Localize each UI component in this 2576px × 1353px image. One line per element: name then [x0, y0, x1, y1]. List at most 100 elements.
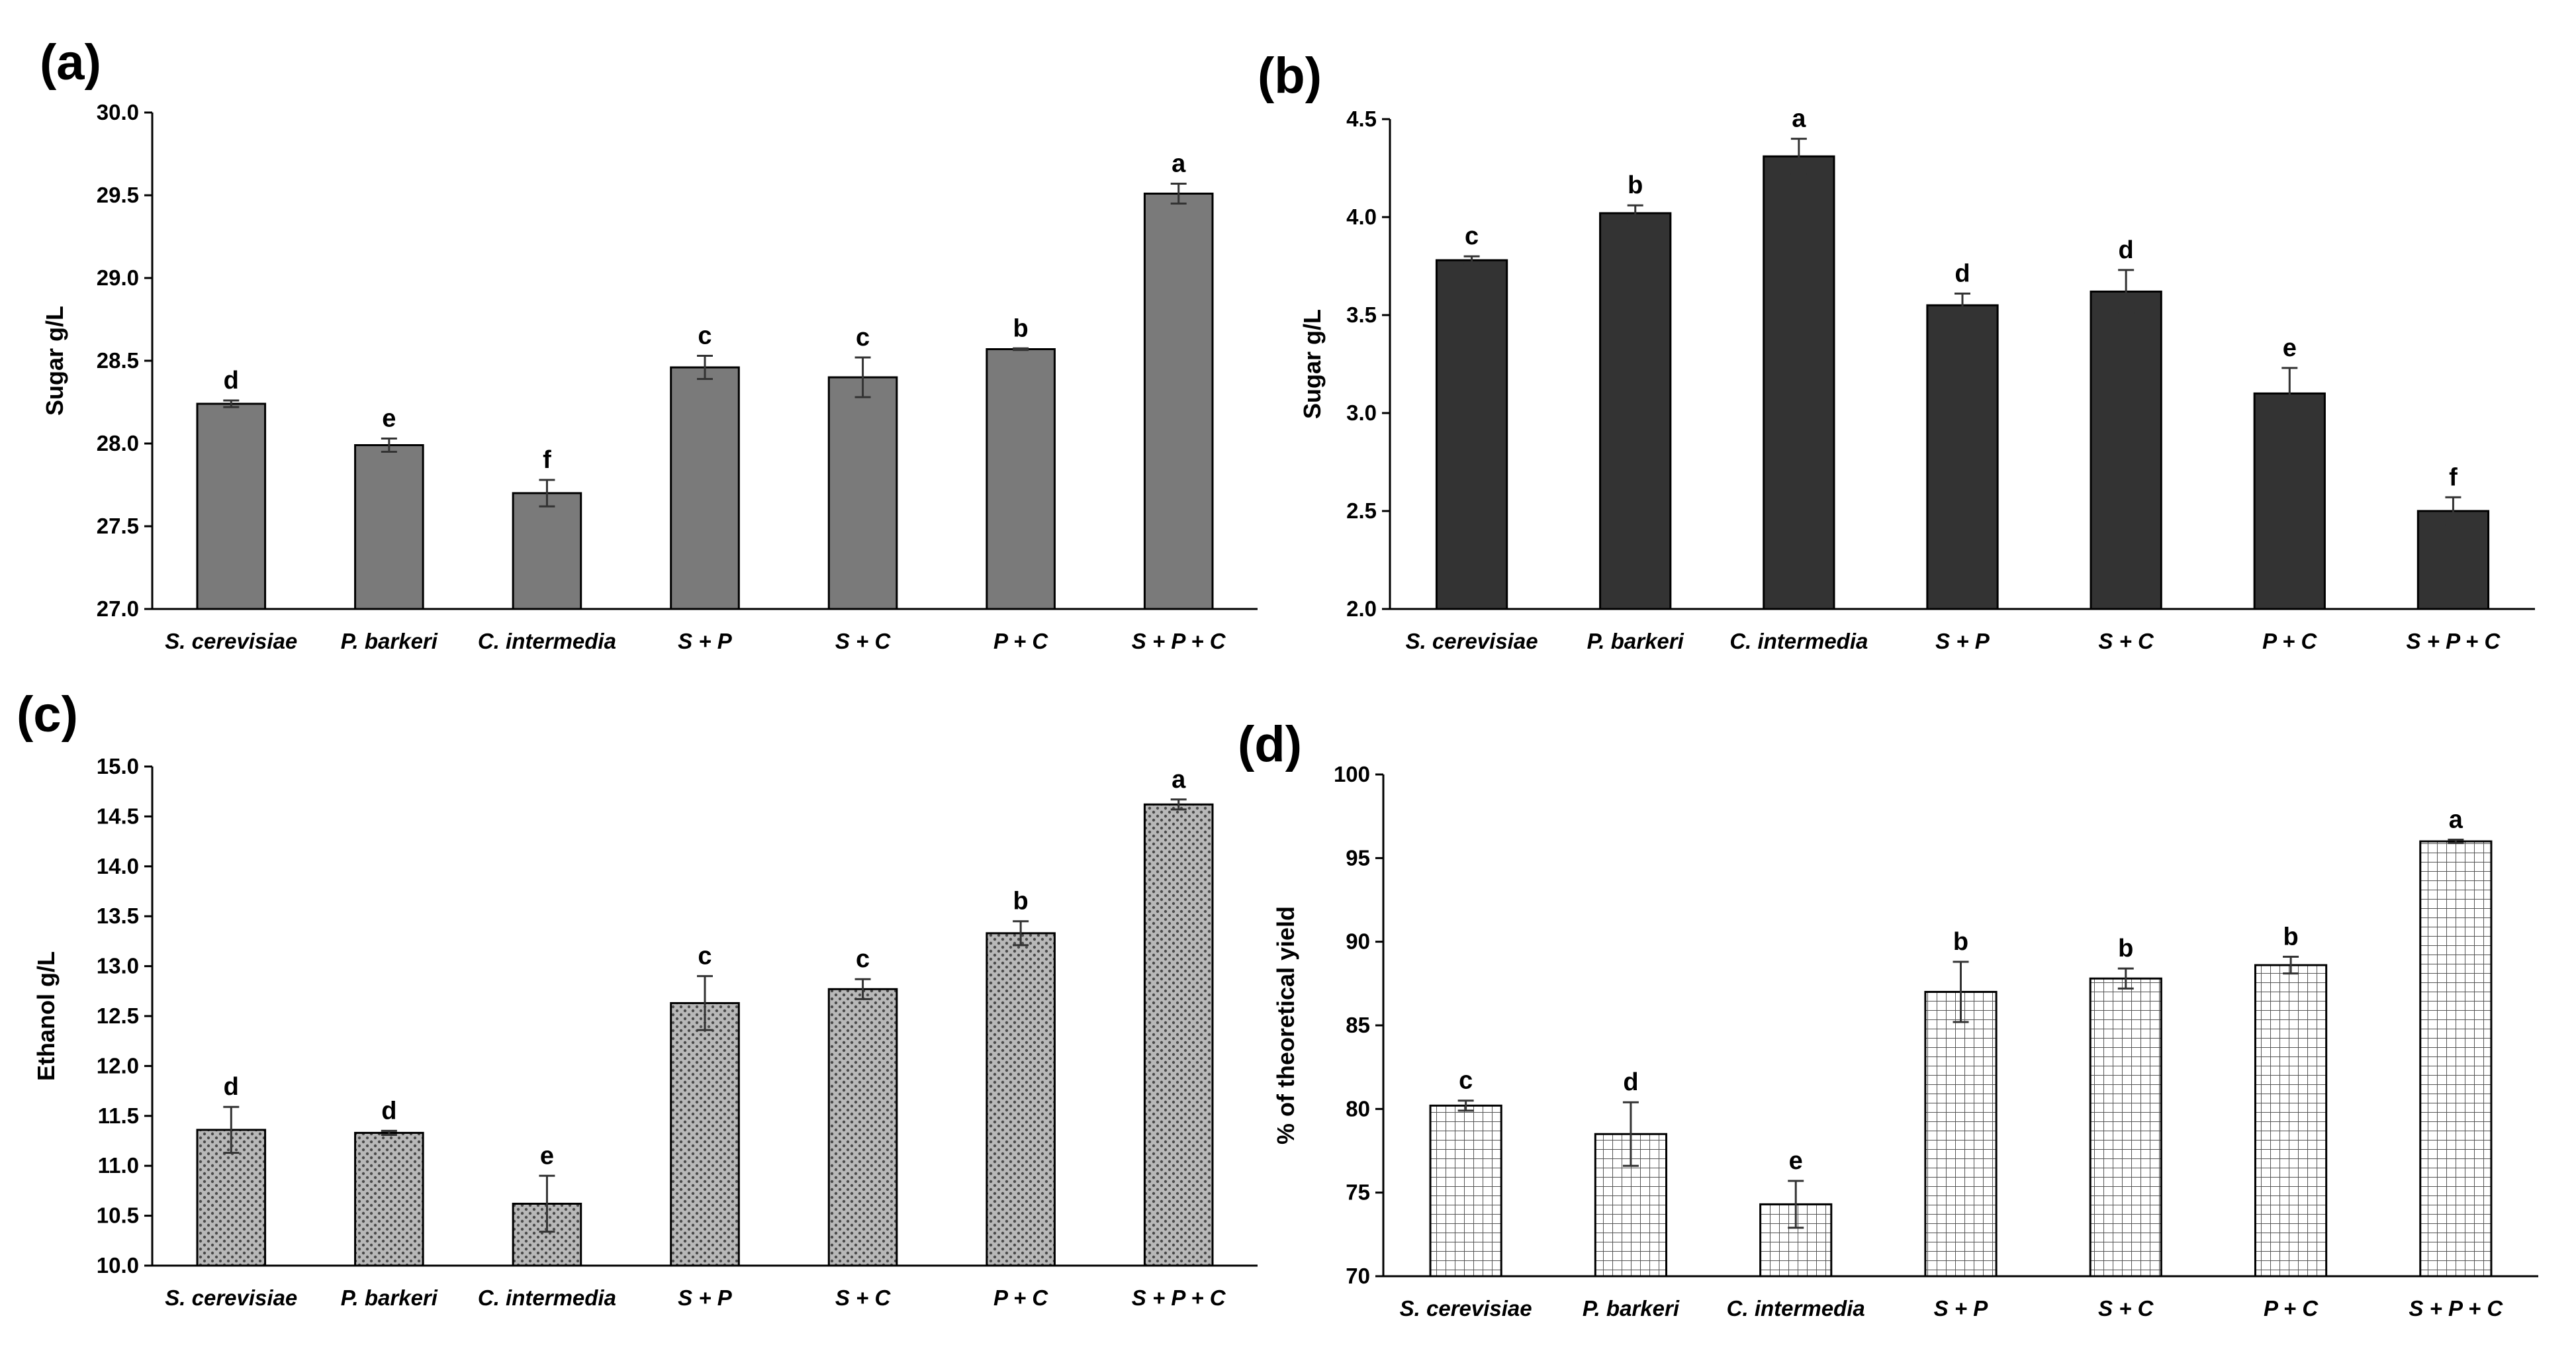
panel-label: (d): [1238, 716, 1302, 772]
significance-letter: b: [1013, 314, 1029, 342]
x-category-label: S. cerevisiae: [165, 629, 297, 653]
bar-6: [986, 932, 1056, 1267]
x-category-label: P + C: [2264, 1296, 2319, 1321]
x-category-label: C. intermedia: [478, 1285, 616, 1310]
significance-letter: a: [1792, 105, 1806, 133]
x-category-label: P. barkeri: [341, 1285, 438, 1310]
significance-letter: c: [698, 322, 712, 350]
bar-2: [354, 1131, 424, 1267]
y-tick-label: 29.5: [97, 183, 139, 207]
x-category-label: S + P + C: [2406, 629, 2501, 653]
panel-c: (c) Ethanol g/L 10.0 10.5 11.0 11.5 12.0 12.5 13…: [17, 686, 1258, 1310]
bar-2: [1599, 212, 1672, 610]
x-category-label: S. cerevisiae: [1400, 1296, 1532, 1321]
y-tick-label: 85: [1346, 1013, 1370, 1037]
significance-letter: a: [2449, 806, 2463, 834]
bar-7: [1143, 193, 1214, 610]
y-tick-label: 10.0: [97, 1253, 139, 1278]
bar-1: [1429, 1104, 1502, 1278]
significance-letter: c: [1465, 222, 1479, 250]
bar-1: [196, 402, 267, 610]
bar-7: [2416, 510, 2490, 610]
significance-letter: b: [1628, 171, 1643, 199]
y-tick-label: 12.5: [97, 1003, 139, 1028]
bar-5: [827, 988, 898, 1267]
x-category-label: P + C: [993, 1285, 1048, 1310]
bar-2: [354, 444, 424, 610]
x-category-label: S + P + C: [1132, 629, 1226, 653]
y-tick-label: 2.5: [1346, 498, 1377, 523]
y-tick-label: 15.0: [97, 754, 139, 778]
y-tick-label: 95: [1346, 845, 1370, 870]
y-tick-label: 3.5: [1346, 303, 1377, 327]
bar-5: [827, 376, 898, 610]
x-category-label: S + P: [1934, 1296, 1989, 1321]
bar-6: [986, 348, 1056, 610]
bar-5: [2089, 977, 2162, 1278]
y-tick-label: 80: [1346, 1096, 1370, 1121]
panel-b: (b) Sugar g/L 2.0 2.5 3.0 3.5 4.0 4.5 c S. cerevi…: [1258, 48, 2535, 653]
significance-letter: c: [1459, 1067, 1473, 1095]
significance-letter: f: [2449, 463, 2458, 491]
panel-d: (d) % of theoretical yield 70 75 80 85 90 95 100…: [1238, 716, 2538, 1321]
bar-4: [1926, 304, 1999, 610]
x-category-label: C. intermedia: [1729, 629, 1868, 653]
significance-letter: a: [1172, 766, 1186, 794]
x-category-label: S + P + C: [2409, 1296, 2503, 1321]
x-category-label: P + C: [993, 629, 1048, 653]
x-category-label: S + C: [835, 1285, 892, 1310]
x-category-label: C. intermedia: [478, 629, 616, 653]
y-tick-label: 29.0: [97, 265, 139, 290]
y-tick-label: 4.0: [1346, 205, 1377, 229]
significance-letter: d: [224, 1073, 239, 1101]
y-tick-label: 11.0: [98, 1153, 139, 1178]
y-tick-label: 27.5: [97, 514, 139, 538]
x-category-label: S + C: [835, 629, 892, 653]
significance-letter: e: [2283, 334, 2297, 362]
x-category-label: S + C: [2098, 1296, 2154, 1321]
x-category-label: P. barkeri: [341, 629, 438, 653]
bar-4: [1924, 990, 1998, 1278]
significance-letter: f: [543, 446, 551, 474]
bar-6: [2254, 964, 2328, 1278]
x-category-label: S + P + C: [1132, 1285, 1226, 1310]
panel-label: (a): [40, 34, 101, 91]
panel-label: (b): [1258, 48, 1322, 104]
significance-letter: d: [381, 1097, 396, 1125]
y-tick-label: 11.5: [98, 1103, 139, 1128]
significance-letter: e: [382, 405, 396, 433]
y-tick-label: 28.5: [97, 348, 139, 373]
significance-letter: d: [1955, 259, 1970, 287]
bar-6: [2253, 392, 2326, 610]
significance-letter: d: [1623, 1068, 1638, 1096]
y-tick-label: 10.5: [97, 1203, 139, 1228]
bar-1: [1435, 259, 1508, 610]
significance-letter: c: [856, 324, 870, 351]
bar-5: [2090, 290, 2162, 610]
bar-4: [670, 366, 740, 610]
y-tick-label: 28.0: [97, 431, 139, 455]
x-category-label: S. cerevisiae: [165, 1285, 297, 1310]
y-tick-label: 75: [1346, 1180, 1370, 1205]
significance-letter: d: [224, 367, 239, 395]
y-axis-title: Sugar g/L: [41, 306, 68, 416]
significance-letter: b: [2283, 923, 2298, 951]
y-tick-label: 14.0: [97, 854, 139, 878]
y-tick-label: 70: [1346, 1264, 1370, 1288]
x-category-label: S + P: [678, 629, 733, 653]
x-category-label: P. barkeri: [1587, 629, 1684, 653]
bar-7: [1143, 803, 1214, 1267]
bar-4: [670, 1002, 740, 1267]
significance-letter: d: [2119, 236, 2134, 264]
bar-3: [512, 492, 582, 610]
y-tick-label: 90: [1346, 929, 1370, 954]
significance-letter: e: [1789, 1147, 1803, 1175]
y-tick-label: 12.0: [97, 1053, 139, 1078]
y-tick-label: 14.5: [97, 804, 139, 828]
x-category-label: C. intermedia: [1727, 1296, 1865, 1321]
significance-letter: b: [1953, 928, 1968, 956]
bar-3: [1763, 155, 1835, 610]
x-category-label: S + P: [1935, 629, 1990, 653]
significance-letter: c: [698, 943, 712, 970]
